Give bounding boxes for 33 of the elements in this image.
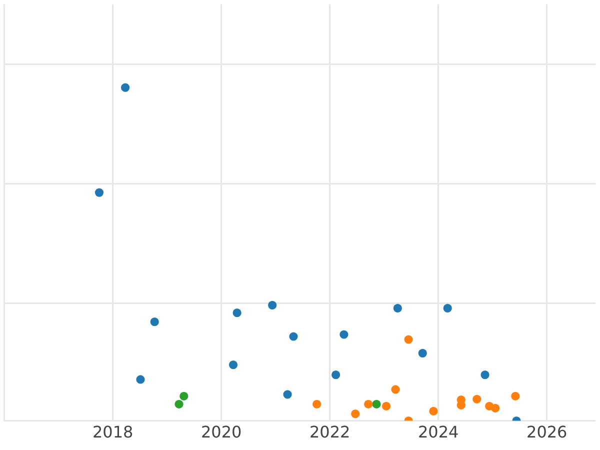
x-tick-label: 2020 (200, 422, 242, 442)
point (393, 304, 402, 312)
point (511, 392, 520, 400)
point (94, 188, 104, 197)
point (491, 404, 500, 412)
point (312, 400, 322, 408)
point (180, 392, 188, 400)
point (340, 330, 348, 339)
x-tick-label: 2022 (309, 422, 350, 442)
point (404, 335, 413, 344)
point (418, 348, 427, 358)
point (364, 400, 373, 408)
x-tick-label: 2026 (526, 422, 568, 442)
point (136, 375, 145, 384)
point (443, 304, 452, 312)
point (174, 400, 184, 408)
point (480, 370, 490, 380)
point (283, 390, 292, 399)
point (391, 385, 400, 394)
point (351, 410, 360, 418)
x-tick-label: 2024 (418, 422, 459, 442)
point (232, 308, 242, 318)
point (268, 300, 277, 310)
point (228, 360, 238, 370)
point (429, 406, 438, 416)
point (382, 402, 391, 410)
point (120, 83, 130, 92)
point (150, 318, 159, 326)
point (332, 370, 340, 380)
x-tick-label: 2018 (92, 422, 134, 442)
point (289, 332, 298, 341)
point (372, 400, 381, 408)
point (472, 394, 482, 404)
